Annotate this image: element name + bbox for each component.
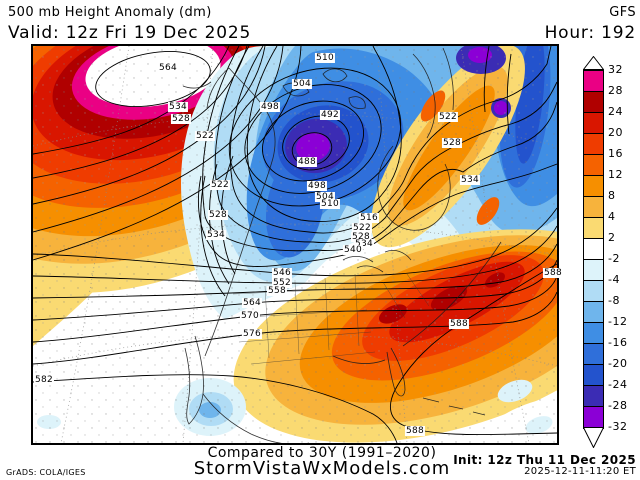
colorbar [583,70,604,429]
colorbar-tick-label: 20 [608,126,623,139]
colorbar-segment [584,386,603,407]
colorbar-tick-label: -32 [608,420,628,433]
colorbar-tick-label: -16 [608,336,628,349]
colorbar-segment [584,260,603,281]
colorbar-tick-label: 2 [608,231,616,244]
colorbar-segment [584,113,603,134]
colorbar-segment [584,176,603,197]
colorbar-tick-label: -20 [608,357,628,370]
colorbar-tick-label: 4 [608,210,616,223]
colorbar-segment [584,197,603,218]
colorbar-tick-label: -12 [608,315,628,328]
colorbar-segment [584,344,603,365]
colorbar-segment [584,134,603,155]
stipple-texture [33,46,557,443]
site-watermark: StormVistaWxModels.com [193,458,451,479]
colorbar-segment [584,323,603,344]
generation-timestamp: 2025-12-11-11:20 ET [524,466,636,477]
forecast-hour: Hour: 192 [544,23,636,43]
colorbar-tick-label: -4 [608,273,620,286]
colorbar-tick-label: 16 [608,147,623,160]
colorbar-segment [584,281,603,302]
colorbar-tick-label: -2 [608,252,620,265]
colorbar-tick-label: -28 [608,399,628,412]
colorbar-arrow-down [583,427,604,448]
colorbar-tick-label: -8 [608,294,620,307]
colorbar-segment [584,218,603,239]
colorbar-segment [584,407,603,428]
colorbar-arrow-up [583,56,604,70]
valid-time: Valid: 12z Fri 19 Dec 2025 [8,23,252,43]
init-time: Init: 12z Thu 11 Dec 2025 [453,453,636,467]
colorbar-tick-label: -24 [608,378,628,391]
colorbar-segment [584,302,603,323]
colorbar-tick-label: 24 [608,105,623,118]
page-title: 500 mb Height Anomaly (dm) [8,5,212,20]
grads-credit: GrADS: COLA/IGES [6,468,86,477]
model-name: GFS [609,5,636,20]
colorbar-tick-label: 32 [608,63,623,76]
comparison-baseline-text: Compared to 30Y (1991–2020) [207,445,437,461]
state-borders [230,273,430,365]
colorbar-segment [584,155,603,176]
colorbar-tick-label: 12 [608,168,623,181]
colorbar-segment [584,365,603,386]
colorbar-segment [584,239,603,260]
anomaly-map: 564 534 528 522 522 528 534 510 504 498 492 488 498 5… [31,44,564,445]
colorbar-segment [584,92,603,113]
colorbar-tick-label: 28 [608,84,623,97]
colorbar-segment [584,71,603,92]
colorbar-tick-label: 8 [608,189,616,202]
map-canvas [33,46,557,443]
